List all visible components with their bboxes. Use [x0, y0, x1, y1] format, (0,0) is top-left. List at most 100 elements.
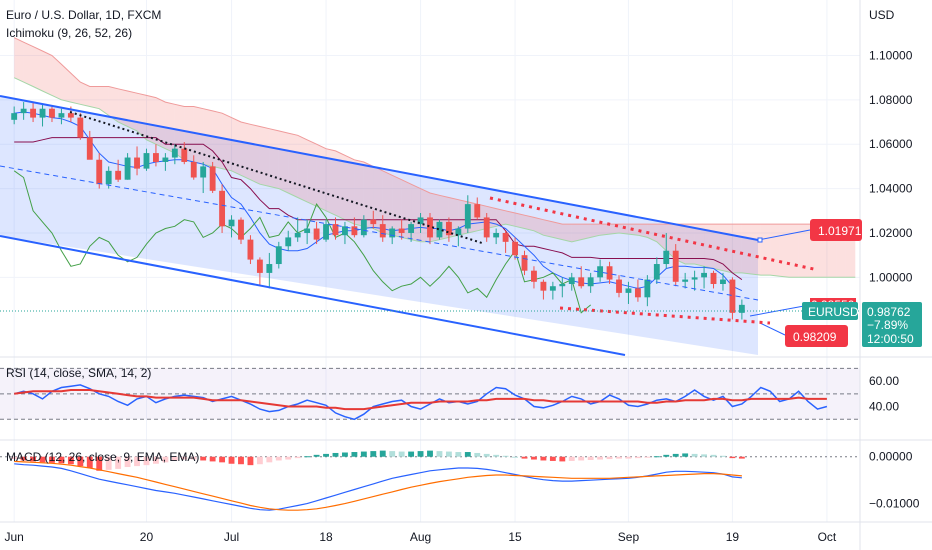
cloud-segment [42, 51, 52, 96]
macd-histogram-bar [256, 456, 263, 465]
cloud-segment [496, 208, 506, 227]
macd-histogram-bar [597, 456, 604, 460]
candle-body [389, 228, 396, 238]
macd-histogram-bar [294, 456, 301, 459]
macd-histogram-bar [86, 456, 93, 468]
candle-body [266, 264, 273, 273]
macd-histogram-bar [436, 451, 443, 457]
leading-span-b [13, 37, 856, 225]
macd-histogram-bar [351, 452, 358, 457]
cloud-segment [33, 46, 43, 91]
rsi-ma-line [14, 389, 827, 411]
time-tick-label: 18 [319, 530, 333, 544]
candle-body [502, 232, 509, 242]
macd-histogram-bar [143, 456, 150, 466]
candle-body [701, 272, 707, 278]
ichimoku-cloud [13, 37, 856, 278]
cloud-segment [278, 130, 289, 194]
cloud-segment [552, 221, 563, 240]
drawings [0, 95, 860, 356]
cloud-segment [222, 113, 232, 171]
candle-body [342, 226, 348, 236]
cloud-segment [335, 150, 345, 220]
macd-histogram-bar [275, 456, 282, 461]
macd-histogram-bar [644, 456, 651, 458]
macd-histogram-bar [625, 456, 632, 459]
cloud-segment [344, 155, 355, 225]
ichimoku-label: Ichimoku (9, 26, 52, 26) [6, 26, 132, 40]
price-tick-label: 1.08000 [869, 93, 913, 107]
candle-body [86, 137, 93, 160]
time-tick-label: Oct [818, 530, 837, 544]
kijun-line [14, 137, 743, 281]
cloud-segment [515, 213, 525, 229]
macd-histogram-bar [39, 456, 46, 463]
candle-body [540, 281, 547, 291]
cloud-segment [80, 82, 90, 107]
price-tick-label: 1.06000 [869, 137, 913, 151]
signal-line [14, 460, 742, 511]
level-tag-bg [810, 219, 862, 241]
candle-body [39, 108, 46, 118]
cloud-segment [51, 55, 62, 100]
candle-body [691, 277, 698, 280]
cloud-segment [250, 124, 260, 185]
macd-histogram-bar [200, 456, 207, 461]
candle-body [20, 108, 27, 114]
macd-histogram-bar [464, 452, 471, 457]
candle-body [105, 170, 112, 185]
rsi-line [14, 384, 828, 421]
macd-histogram-bar [540, 456, 547, 461]
candle-body [720, 279, 726, 284]
candle-body [682, 279, 689, 282]
cloud-segment [89, 86, 100, 109]
cloud-segment [326, 148, 336, 216]
cloud-segment [543, 219, 553, 238]
macd-histogram-bar [738, 456, 745, 459]
candle-body [11, 113, 18, 120]
macd-histogram-bar [634, 456, 641, 459]
cloud-segment [722, 224, 733, 273]
cloud-segment [637, 224, 648, 238]
candle-body [521, 255, 528, 271]
macd-histogram-bar [247, 456, 254, 466]
candle-body [587, 277, 594, 287]
last-price-tag-bg [862, 302, 922, 347]
macd-histogram-bar [134, 456, 140, 467]
macd-histogram-bar [77, 456, 84, 467]
candle-body [115, 170, 122, 180]
cloud-segment [647, 224, 657, 242]
macd-tick-label: −0.01000 [869, 497, 920, 511]
time-tick-label: 19 [726, 530, 740, 544]
macd-histogram-bar [474, 452, 481, 457]
cloud-segment [411, 184, 421, 242]
level-tag: 1.01971 [818, 224, 862, 238]
candle-body [143, 153, 150, 169]
macd-histogram-bar [398, 451, 405, 457]
macd-histogram-bar [616, 456, 622, 459]
trend-line-dotted [69, 111, 483, 244]
candle-body [181, 148, 188, 162]
candle-body [436, 221, 443, 238]
macd-histogram-bar [49, 456, 55, 463]
cloud-segment [118, 88, 128, 127]
cloud-segment [600, 224, 610, 236]
macd-histogram-bar [483, 453, 490, 457]
candle-body [209, 166, 216, 191]
candle-body [616, 279, 622, 293]
cloud-segment [524, 215, 534, 231]
macd-histogram-bar [313, 454, 320, 457]
candle-body [313, 228, 320, 240]
cloud-segment [760, 224, 771, 276]
leading-span-a [13, 77, 856, 278]
cloud-segment [14, 37, 24, 83]
price-tick-label: 1.04000 [869, 182, 913, 196]
cloud-segment [316, 144, 327, 211]
cloud-segment [751, 224, 761, 276]
cloud-segment [231, 117, 241, 176]
candle-body [77, 117, 84, 138]
cloud-segment [203, 108, 213, 167]
symbol-tag: EURUSD [808, 305, 859, 319]
candle-body [153, 153, 159, 162]
cloud-segment [581, 224, 591, 240]
